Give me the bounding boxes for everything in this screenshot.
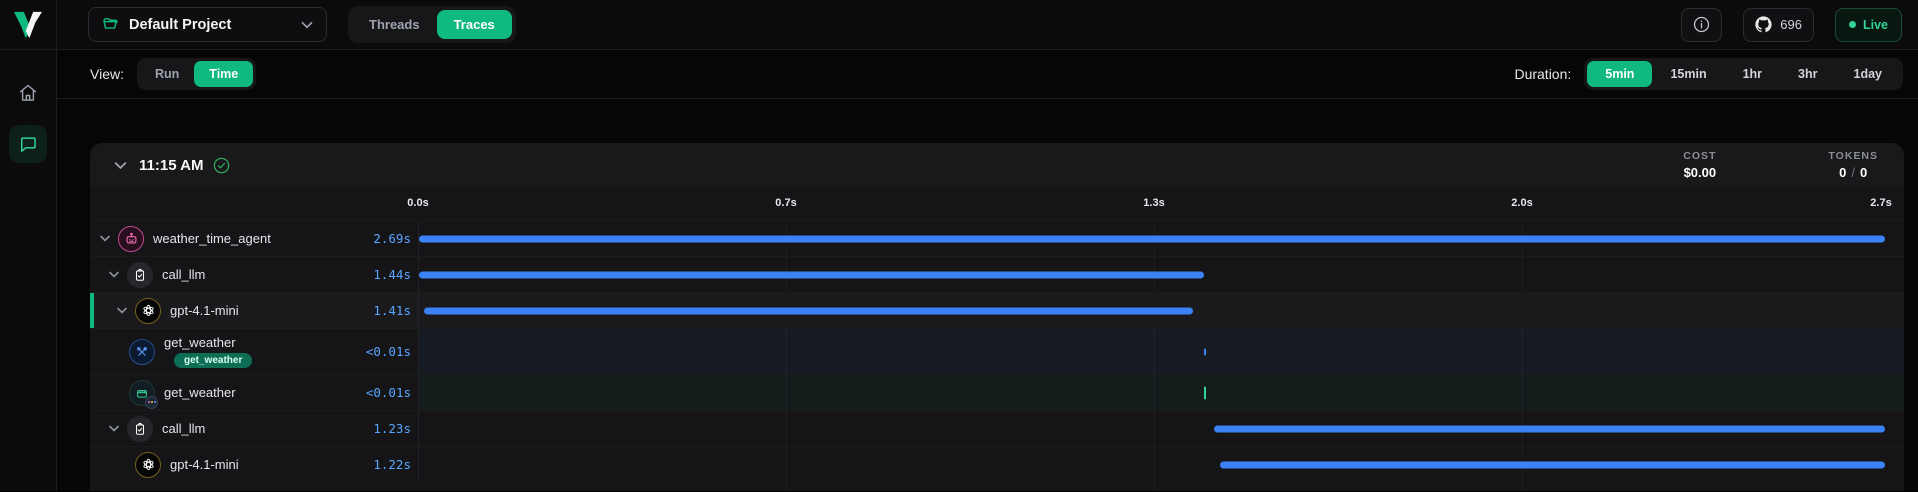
duration-option-1day[interactable]: 1day [1836, 61, 1901, 87]
trace-rows: weather_time_agent 2.69s call_llm [90, 220, 1904, 491]
duration-label: Duration: [1514, 66, 1572, 82]
span-name: gpt-4.1-mini [170, 303, 239, 318]
robot-icon [118, 225, 144, 252]
check-circle-icon [214, 157, 230, 173]
trace-stats: COST $0.00 TOKENS 0/0 [1683, 150, 1878, 180]
span-name: gpt-4.1-mini [170, 457, 239, 472]
axis-tick: 0.0s [407, 197, 429, 209]
span-bar[interactable] [424, 307, 1193, 314]
span-bar[interactable] [419, 271, 1204, 278]
row-chevron-icon[interactable] [109, 425, 121, 432]
github-icon [1755, 16, 1772, 33]
cost-value: $0.00 [1683, 165, 1717, 180]
project-name: Default Project [129, 16, 232, 33]
clipboard-icon [127, 261, 153, 288]
live-label: Live [1862, 17, 1888, 32]
trace-row-get-weather-retriever[interactable]: get_weather <0.01s [90, 374, 1904, 410]
top-bar-main: Default Project Threads Traces 696 Live [57, 0, 1918, 49]
span-name: call_llm [162, 421, 206, 436]
view-label: View: [90, 66, 124, 82]
trace-row-call-llm-2[interactable]: call_llm 1.23s [90, 410, 1904, 446]
clipboard-icon [127, 415, 153, 442]
span-name: get_weather [164, 335, 236, 350]
trace-row-gpt-41-mini[interactable]: gpt-4.1-mini 1.41s [90, 292, 1904, 328]
live-status-button[interactable]: Live [1834, 7, 1902, 42]
view-option-run[interactable]: Run [140, 61, 194, 87]
trace-row-get-weather-tool[interactable]: get_weather get_weather <0.01s [90, 328, 1904, 374]
github-button[interactable]: 696 [1743, 7, 1814, 42]
span-duration: 1.44s [373, 267, 411, 282]
trace-time-label: 11:15 AM [139, 156, 204, 174]
duration-option-15min[interactable]: 15min [1652, 61, 1724, 87]
trace-row-gpt-41-mini-2[interactable]: gpt-4.1-mini 1.22s [90, 446, 1904, 482]
row-chevron-icon[interactable] [100, 235, 112, 242]
sidebar-item-chat[interactable] [9, 125, 47, 163]
collapse-chevron-icon[interactable] [114, 161, 127, 170]
span-duration: 1.41s [373, 303, 411, 318]
span-name: call_llm [162, 267, 206, 282]
axis-tick: 0.7s [775, 197, 797, 209]
span-duration: <0.01s [365, 344, 411, 359]
duration-option-5min[interactable]: 5min [1587, 61, 1653, 87]
info-button[interactable] [1681, 7, 1723, 42]
span-duration: 2.69s [373, 231, 411, 246]
tools-icon [129, 338, 155, 365]
row-chevron-icon[interactable] [117, 307, 129, 314]
span-name: get_weather [164, 385, 236, 400]
trace-panel-header[interactable]: 11:15 AM COST $0.00 TOKENS 0/0 [90, 143, 1904, 187]
view-option-time[interactable]: Time [194, 61, 254, 87]
body-row: View: Run Time Duration: 5min 15min 1hr … [0, 50, 1918, 491]
content-area: 11:15 AM COST $0.00 TOKENS 0/0 [57, 99, 1918, 491]
tab-traces[interactable]: Traces [436, 10, 512, 39]
sidebar [0, 50, 57, 491]
chevron-down-icon [301, 21, 313, 28]
view-toggle-group: Run Time [136, 58, 257, 90]
github-star-count: 696 [1780, 17, 1802, 32]
tokens-stat: TOKENS 0/0 [1828, 150, 1878, 180]
retriever-icon [129, 379, 158, 409]
folder-open-icon [103, 18, 118, 29]
tab-threads[interactable]: Threads [352, 10, 437, 39]
view-toolbar: View: Run Time Duration: 5min 15min 1hr … [57, 50, 1918, 99]
info-icon [1694, 16, 1710, 33]
span-duration: 1.23s [373, 421, 411, 436]
span-bar[interactable] [1219, 461, 1885, 468]
row-chevron-icon[interactable] [109, 271, 121, 278]
timeline-axis: 0.0s 0.7s 1.3s 2.0s 2.7s [90, 187, 1904, 220]
top-bar: Default Project Threads Traces 696 Live [0, 0, 1918, 50]
chat-icon [20, 137, 36, 152]
cost-stat: COST $0.00 [1683, 150, 1716, 180]
sidebar-item-home[interactable] [9, 74, 47, 112]
axis-tick: 1.3s [1143, 197, 1165, 209]
span-bar[interactable] [1214, 425, 1885, 432]
main-area: View: Run Time Duration: 5min 15min 1hr … [57, 50, 1918, 491]
duration-group: 5min 15min 1hr 3hr 1day [1584, 58, 1903, 90]
tool-badge: get_weather [174, 353, 253, 368]
span-duration: <0.01s [365, 385, 411, 400]
project-selector[interactable]: Default Project [88, 7, 327, 42]
cost-label: COST [1683, 150, 1717, 162]
duration-option-3hr[interactable]: 3hr [1780, 61, 1835, 87]
app-logo[interactable] [0, 0, 57, 49]
span-duration: 1.22s [373, 457, 411, 472]
axis-tick: 2.7s [1870, 197, 1892, 209]
openai-icon [135, 451, 161, 478]
span-bar[interactable] [1203, 348, 1206, 355]
duration-option-1hr[interactable]: 1hr [1725, 61, 1780, 87]
trace-panel: 11:15 AM COST $0.00 TOKENS 0/0 [90, 143, 1904, 491]
span-bar[interactable] [419, 235, 1885, 242]
trace-row-weather-time-agent[interactable]: weather_time_agent 2.69s [90, 220, 1904, 256]
openai-icon [135, 297, 161, 324]
threads-traces-tab-group: Threads Traces [348, 6, 516, 43]
span-name: weather_time_agent [153, 231, 271, 246]
tokens-value: 0/0 [1839, 165, 1868, 180]
span-bar[interactable] [1203, 386, 1206, 399]
home-icon [19, 84, 37, 101]
tokens-label: TOKENS [1828, 150, 1878, 162]
voltagent-v-logo [14, 11, 42, 38]
live-dot-icon [1848, 21, 1856, 28]
trace-row-call-llm[interactable]: call_llm 1.44s [90, 256, 1904, 292]
sub-badge-icon [145, 395, 158, 409]
axis-tick: 2.0s [1511, 197, 1533, 209]
